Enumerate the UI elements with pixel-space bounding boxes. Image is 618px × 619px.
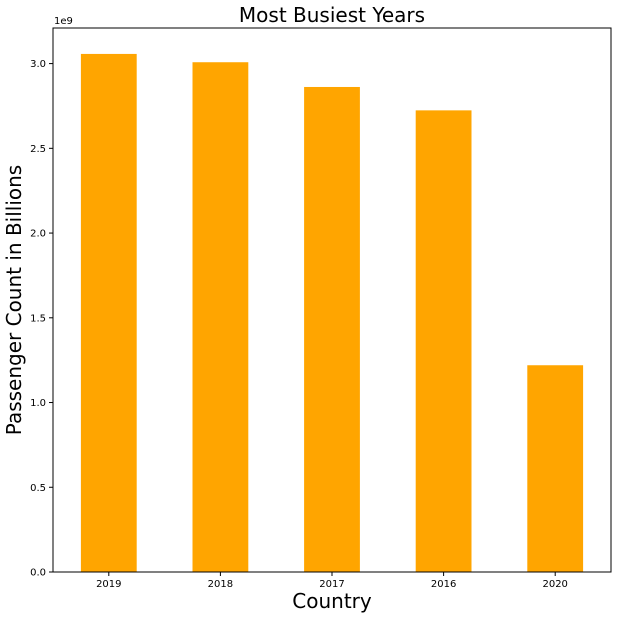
bar-2017 — [304, 86, 360, 572]
y-tick-label: 2.0 — [30, 229, 46, 240]
x-tick-label: 2020 — [542, 579, 567, 590]
y-tick-label: 1.0 — [30, 398, 46, 409]
y-tick-label: 0.0 — [30, 568, 46, 579]
y-axis-title: Passenger Count in Billions — [2, 165, 26, 435]
bar-2020 — [527, 365, 584, 572]
x-tick-label: 2017 — [319, 579, 344, 590]
y-axis: 0.0 0.5 1.0 1.5 2.0 2.5 3.0 — [30, 59, 53, 579]
x-tick-label: 2019 — [96, 579, 121, 590]
y-axis-offset-label: 1e9 — [54, 16, 73, 27]
y-tick-label: 3.0 — [30, 59, 46, 70]
chart-title: Most Busiest Years — [239, 3, 425, 27]
y-tick-label: 0.5 — [30, 483, 46, 494]
bar-2019 — [80, 53, 137, 573]
bar-2018 — [192, 62, 249, 572]
x-axis-title: Country — [292, 589, 372, 613]
bars-group — [80, 53, 584, 573]
x-tick-label: 2016 — [431, 579, 456, 590]
y-tick-label: 1.5 — [30, 313, 46, 324]
x-axis: 2019 2018 2017 2016 2020 — [96, 572, 568, 590]
plot-frame — [52, 27, 612, 573]
bar-2016 — [415, 110, 472, 573]
y-tick-label: 2.5 — [30, 144, 46, 155]
x-tick-label: 2018 — [208, 579, 233, 590]
